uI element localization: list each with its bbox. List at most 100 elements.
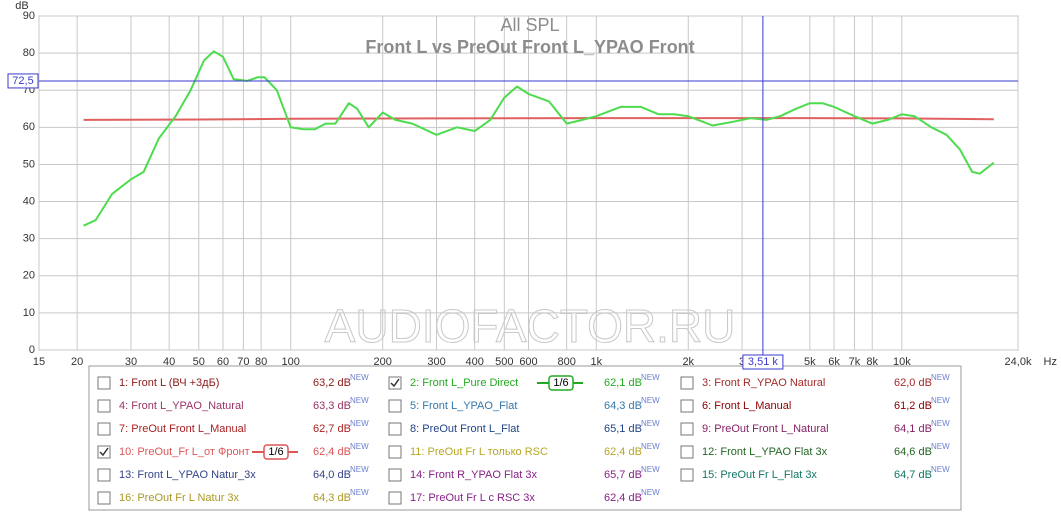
legend-checkbox[interactable] <box>388 399 402 413</box>
legend-name: 1: Front L (ВЧ +3дБ) <box>119 377 219 389</box>
chart-title: All SPL <box>500 15 559 35</box>
cursor-x-box <box>742 354 784 370</box>
legend-badge: NEW <box>931 419 950 428</box>
y-tick-label: 20 <box>23 270 35 282</box>
chart-subtitle: Front L vs PreOut Front L_YPAO Front <box>365 37 694 57</box>
legend-name: 13: Front L_YPAO Natur_3x <box>119 469 256 481</box>
legend-badge: NEW <box>931 442 950 451</box>
smoothing-box <box>548 375 574 391</box>
legend-badge: NEW <box>641 396 660 405</box>
legend-badge: NEW <box>931 373 950 382</box>
legend-badge: NEW <box>641 373 660 382</box>
legend-checkbox[interactable] <box>97 399 111 413</box>
cursor-y-box <box>7 73 39 89</box>
x-tick-label: 200 <box>374 356 392 368</box>
x-tick-label: 80 <box>255 356 267 368</box>
legend-level: 65,1 dB <box>604 423 642 435</box>
x-tick-label: 400 <box>466 356 484 368</box>
cursor-y-label: 72,5 <box>12 75 33 87</box>
smoothing-label: 1/6 <box>268 446 283 458</box>
smoothing-label: 1/6 <box>553 377 568 389</box>
x-tick-label: 6k <box>828 356 840 368</box>
legend-level: 62,7 dB <box>313 423 351 435</box>
x-tick-label: 60 <box>217 356 229 368</box>
legend-level: 63,3 dB <box>313 400 351 412</box>
legend-checkbox[interactable] <box>97 445 111 459</box>
y-tick-label: 30 <box>23 233 35 245</box>
series-line <box>83 50 995 227</box>
legend-badge: NEW <box>931 465 950 474</box>
legend-name: 5: Front L_YPAO_Flat <box>410 400 517 412</box>
legend-level: 65,7 dB <box>604 469 642 481</box>
legend-badge: NEW <box>641 465 660 474</box>
x-tick-label: 24,0k <box>1005 356 1032 368</box>
legend-name: 6: Front L_Manual <box>702 400 791 412</box>
legend-checkbox[interactable] <box>388 422 402 436</box>
legend-checkbox[interactable] <box>680 399 694 413</box>
legend-level: 64,0 dB <box>313 469 351 481</box>
legend-level: 64,1 dB <box>894 423 932 435</box>
x-tick-label: 300 <box>427 356 445 368</box>
legend-checkbox[interactable] <box>680 445 694 459</box>
legend-checkbox[interactable] <box>680 468 694 482</box>
x-tick-label: 2k <box>682 356 694 368</box>
x-tick-label: 50 <box>193 356 205 368</box>
cursor-x-label: 3,51 k <box>748 356 778 368</box>
x-tick-label: 600 <box>519 356 537 368</box>
legend-name: 2: Front L_Pure Direct <box>410 377 518 389</box>
legend-checkbox[interactable] <box>97 468 111 482</box>
y-tick-label: 0 <box>29 344 35 356</box>
y-axis-label: dB <box>15 0 28 12</box>
legend-name: 14: Front R_YPAO Flat 3x <box>410 469 537 481</box>
plot-area <box>38 15 1019 351</box>
legend-badge: NEW <box>350 442 369 451</box>
legend-name: 8: PreOut Front L_Flat <box>410 423 519 435</box>
legend-badge: NEW <box>641 488 660 497</box>
series-line <box>83 117 994 121</box>
legend-level: 64,3 dB <box>313 492 351 504</box>
x-tick-label: 70 <box>237 356 249 368</box>
legend-checkbox[interactable] <box>97 422 111 436</box>
legend-panel <box>88 365 962 511</box>
legend-level: 62,4 dB <box>604 492 642 504</box>
x-tick-label: 8k <box>866 356 878 368</box>
legend-checkbox[interactable] <box>680 376 694 390</box>
watermark: AUDIOFACTOR.RU <box>325 300 736 352</box>
legend-name: 16: PreOut Fr L Natur 3x <box>119 492 240 504</box>
legend-check <box>99 447 109 457</box>
legend-name: 10: PreOut_Fr L_от Фронт <box>119 446 250 458</box>
x-tick-label: 500 <box>495 356 513 368</box>
y-tick-label: 10 <box>23 307 35 319</box>
x-tick-label: 100 <box>282 356 300 368</box>
legend-name: 11: PreOut Fr L только RSC <box>410 446 548 458</box>
x-tick-label: 20 <box>71 356 83 368</box>
legend-checkbox[interactable] <box>97 376 111 390</box>
y-tick-label: 60 <box>23 121 35 133</box>
legend-checkbox[interactable] <box>97 491 111 505</box>
legend-name: 4: Front L_YPAO_Natural <box>119 400 244 412</box>
legend-checkbox[interactable] <box>388 445 402 459</box>
legend-level: 63,2 dB <box>313 377 351 389</box>
legend-check <box>390 378 400 388</box>
smoothing-box <box>263 444 289 460</box>
x-tick-label: 5k <box>804 356 816 368</box>
legend-badge: NEW <box>350 373 369 382</box>
x-tick-label: 3 <box>739 356 745 368</box>
y-tick-label: 90 <box>23 10 35 22</box>
x-tick-label: 10k <box>893 356 911 368</box>
legend-name: 3: Front R_YPAO Natural <box>702 377 825 389</box>
legend-name: 17: PreOut Fr L c RSC 3x <box>410 492 535 504</box>
legend-name: 12: Front L_YPAO Flat 3x <box>702 446 828 458</box>
legend-level: 62,0 dB <box>894 377 932 389</box>
legend-level: 61,2 dB <box>894 400 932 412</box>
legend-checkbox[interactable] <box>388 376 402 390</box>
legend-checkbox[interactable] <box>388 491 402 505</box>
x-axis-unit: Hz <box>1044 356 1057 368</box>
legend-checkbox[interactable] <box>680 422 694 436</box>
legend-checkbox[interactable] <box>388 468 402 482</box>
legend-level: 62,4 dB <box>604 446 642 458</box>
legend-badge: NEW <box>350 419 369 428</box>
x-tick-label: 40 <box>163 356 175 368</box>
legend-level: 62,4 dB <box>313 446 351 458</box>
